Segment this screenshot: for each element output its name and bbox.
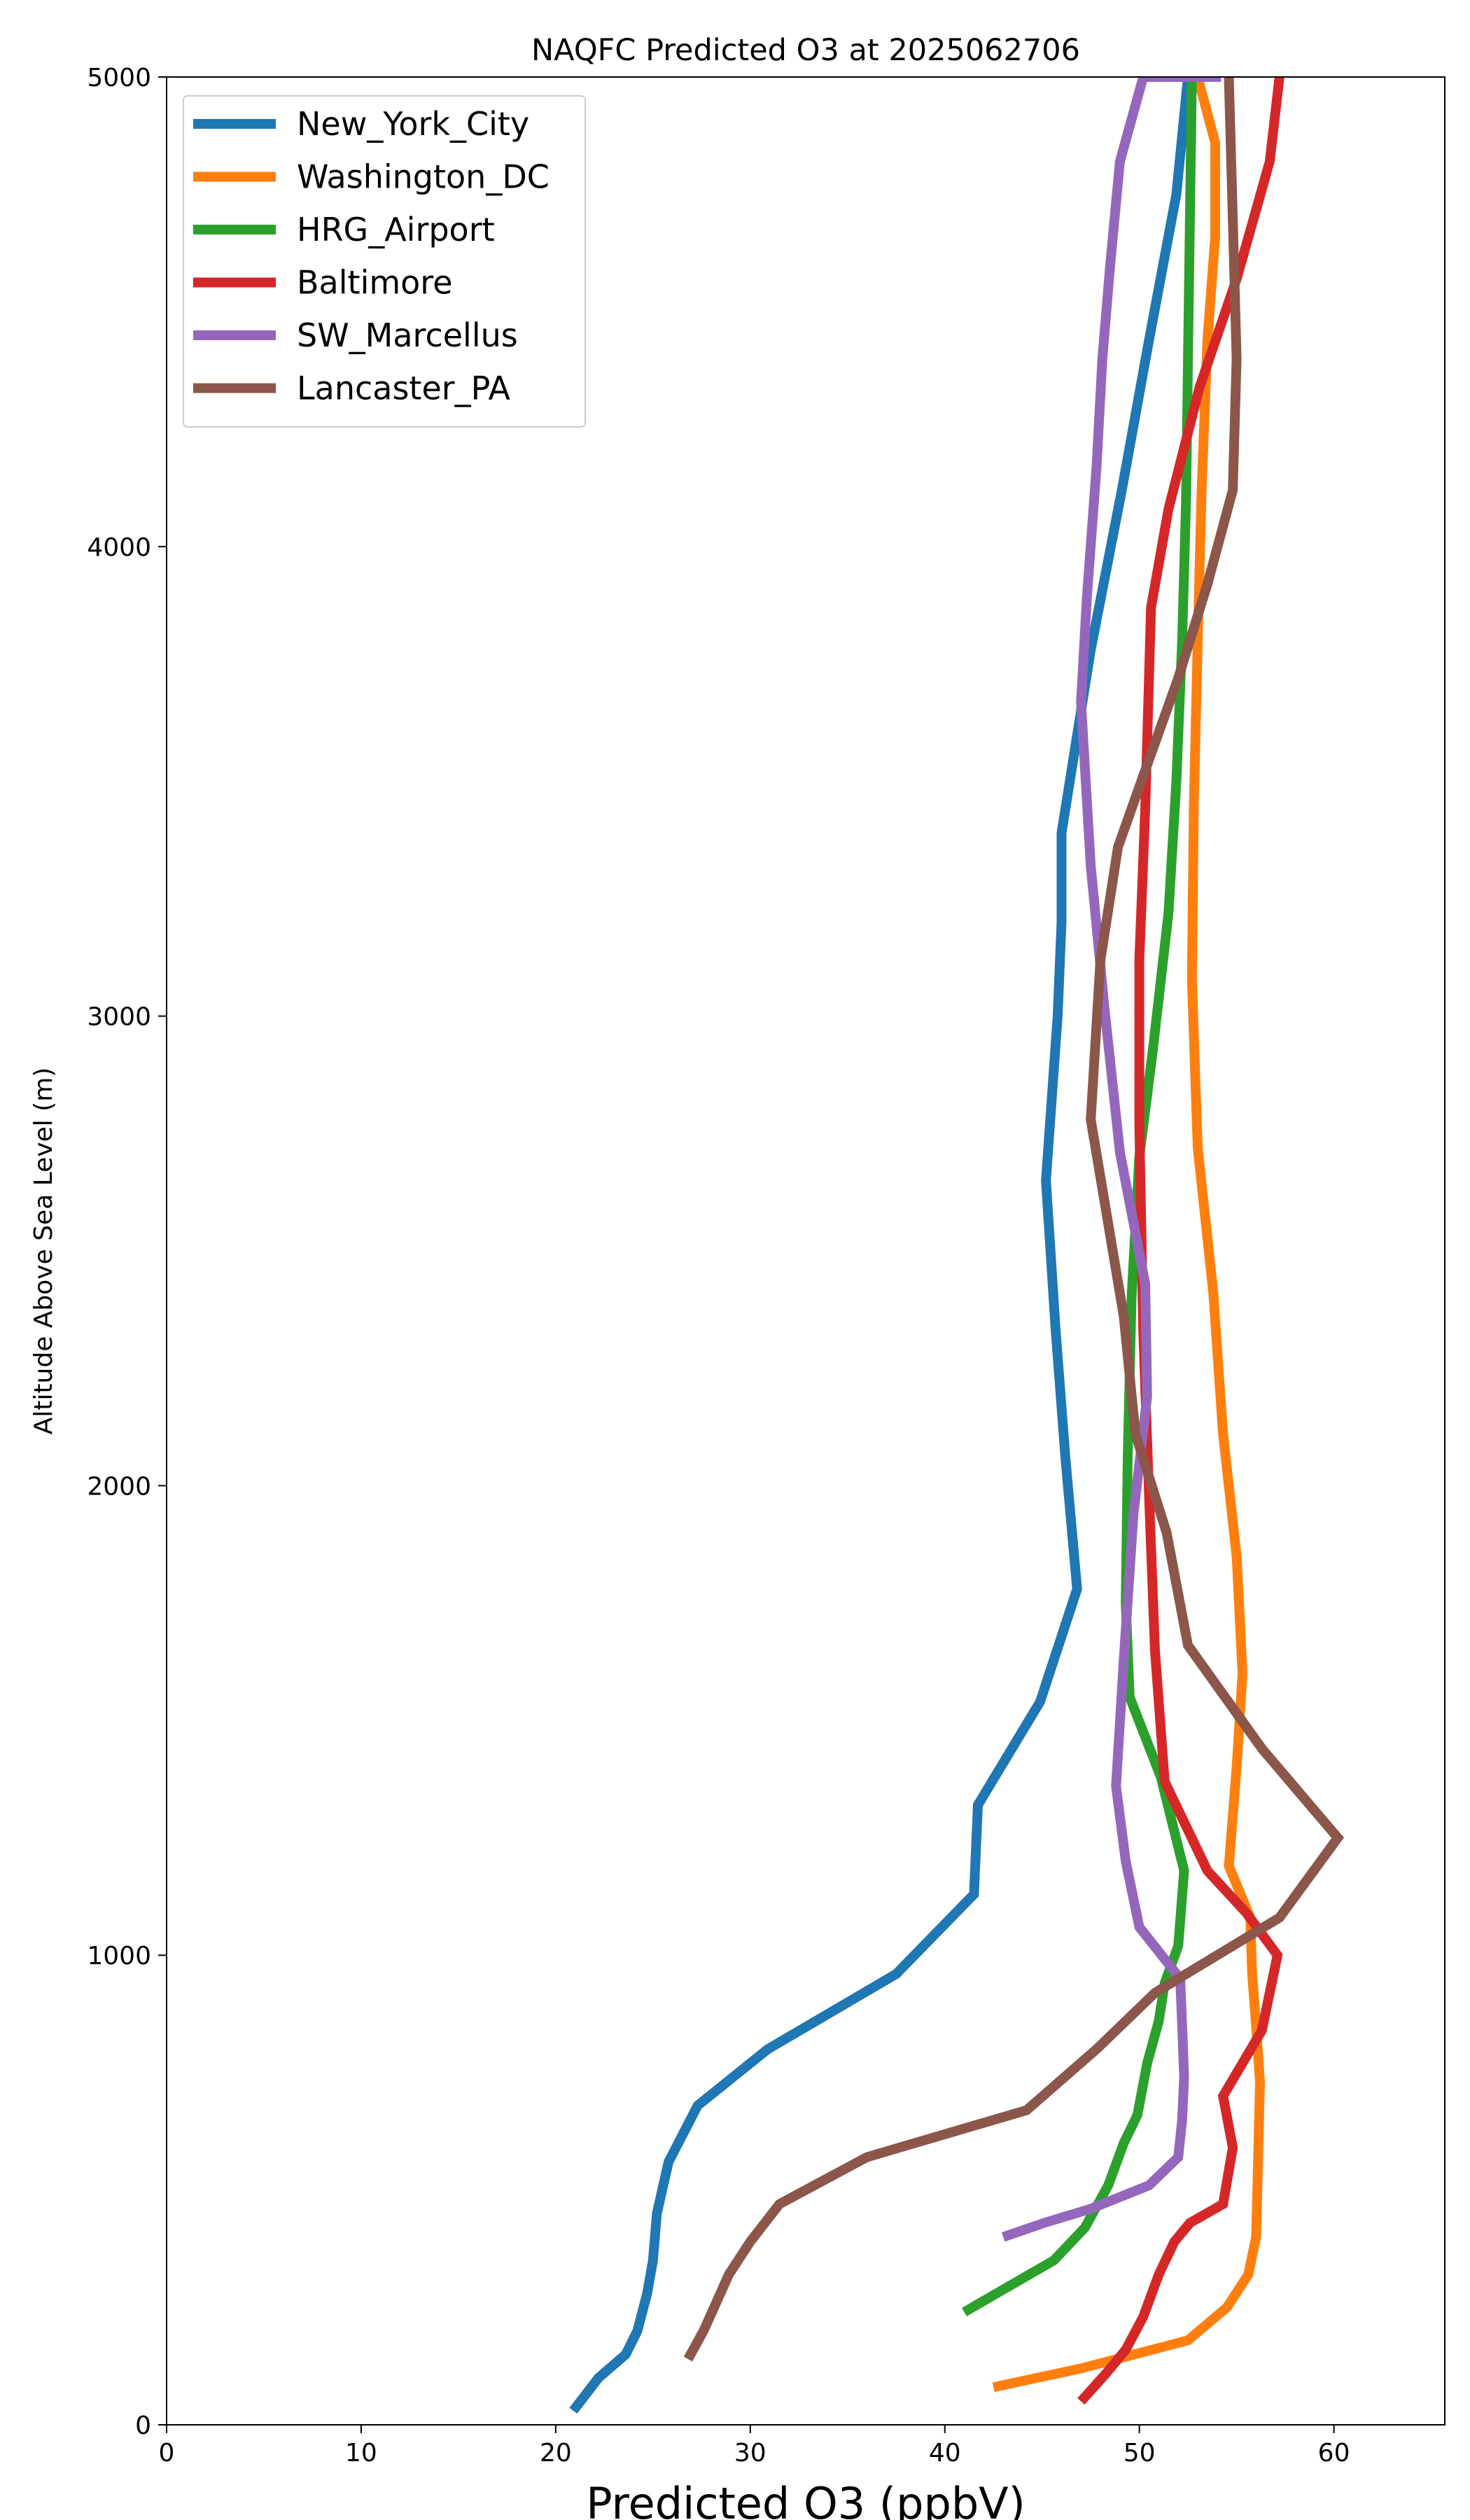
x-axis: 0 10 20 30 40 50 60 [159, 2425, 1350, 2468]
series-line-lancaster-pa [683, 77, 1345, 2362]
y-axis-label: Altitude Above Sea Level (m) [29, 1068, 58, 1435]
legend-label-lancaster-pa: Lancaster_PA [297, 370, 510, 407]
legend-label-sw-marcellus: SW_Marcellus [297, 316, 518, 354]
y-tick-label: 3000 [87, 1003, 151, 1032]
series-line-baltimore [1077, 77, 1284, 2405]
y-tick-label: 2000 [87, 1472, 151, 1501]
legend-box [183, 95, 586, 428]
plot-data [569, 77, 1345, 2414]
chart-title: NAQFC Predicted O3 at 2025062706 [531, 33, 1080, 68]
y-tick-label: 5000 [87, 64, 151, 92]
x-axis-label: Predicted O3 (ppbV) [586, 2478, 1026, 2520]
y-axis: 0 1000 2000 3000 4000 5000 [87, 64, 167, 2440]
x-tick-label: 60 [1318, 2439, 1350, 2468]
plot-border [166, 76, 1446, 2426]
legend: New_York_City Washington_DC HRG_Airport Bal… [183, 95, 586, 428]
x-tick-label: 10 [345, 2439, 377, 2468]
x-tick-label: 30 [734, 2439, 766, 2468]
y-tick-label: 1000 [87, 1942, 151, 1970]
legend-label-washington-dc: Washington_DC [297, 158, 550, 196]
x-tick-label: 40 [929, 2439, 961, 2468]
y-tick-label: 0 [135, 2412, 151, 2440]
legend-label-hrg-airport: HRG_Airport [297, 211, 495, 248]
x-tick-label: 20 [540, 2439, 572, 2468]
axes-frame [166, 76, 1446, 2426]
legend-label-new-york-city: New_York_City [297, 105, 529, 143]
x-tick-label: 50 [1124, 2439, 1156, 2468]
x-tick-label: 0 [159, 2439, 175, 2468]
y-tick-label: 4000 [87, 533, 151, 562]
legend-label-baltimore: Baltimore [297, 264, 453, 302]
